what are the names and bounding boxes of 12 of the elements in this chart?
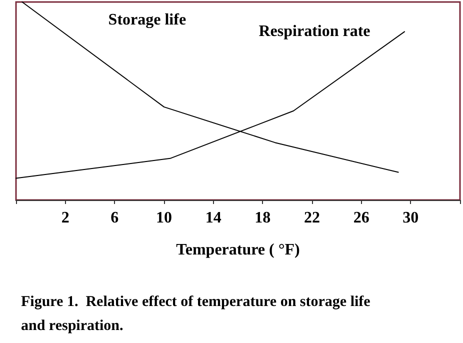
x-tick-label: 26 bbox=[353, 210, 370, 226]
series-label: Storage life bbox=[108, 12, 186, 28]
x-axis-title: Temperature ( °F) bbox=[176, 242, 300, 258]
x-tick-label: 10 bbox=[156, 210, 172, 226]
x-tick-label: 30 bbox=[402, 210, 419, 226]
x-tick-label: 22 bbox=[304, 210, 320, 226]
x-tick-label: 18 bbox=[254, 210, 271, 226]
x-tick-label: 2 bbox=[61, 210, 70, 226]
x-tick-label: 6 bbox=[110, 210, 119, 226]
text: Figure 1. Relative effect of temperature on storage life and respiration. bbox=[21, 294, 374, 334]
series-label: Respiration rate bbox=[258, 23, 370, 40]
x-tick-label: 14 bbox=[205, 210, 222, 226]
